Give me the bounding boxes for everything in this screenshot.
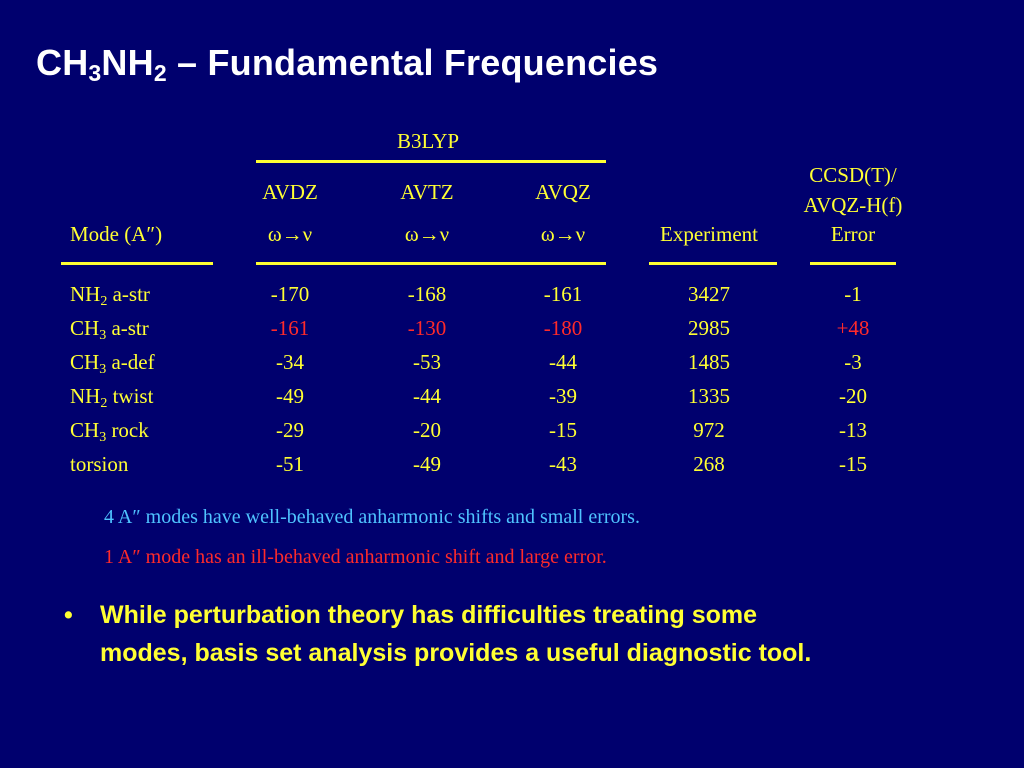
cell-error: -1 — [844, 282, 862, 306]
col-header-avdz: AVDZ — [262, 180, 318, 204]
row-mode: CH3 a-def — [70, 350, 155, 377]
omega-nu-avdz: ω→ν — [267, 222, 313, 246]
cell-avdz: -29 — [276, 418, 304, 442]
cell-avtz: -44 — [413, 384, 441, 408]
cell-avtz: -53 — [413, 350, 441, 374]
cell-avqz: -44 — [549, 350, 577, 374]
row-mode: NH2 twist — [70, 384, 154, 411]
bullet-line-2: modes, basis set analysis provides a use… — [100, 639, 812, 667]
cell-experiment: 1485 — [688, 350, 730, 374]
cell-error: -13 — [839, 418, 867, 442]
b3lyp-columns-rule — [256, 262, 606, 265]
bullet-dot-icon: • — [64, 601, 73, 629]
slide-title: CH3NH2 – Fundamental Frequencies — [36, 42, 659, 86]
cell-error-highlight: +48 — [836, 316, 870, 340]
col-header-avqz: AVQZ — [535, 180, 591, 204]
bullet-text: While perturbation theory has difficulti… — [100, 596, 811, 672]
b3lyp-group-header: B3LYP — [396, 129, 460, 153]
cell-experiment: 1335 — [688, 384, 730, 408]
note-ill-behaved: 1 A″ mode has an ill-behaved anharmonic … — [104, 546, 607, 568]
cell-experiment: 972 — [693, 418, 725, 442]
cell-avdz: -49 — [276, 384, 304, 408]
cell-avqz: -15 — [549, 418, 577, 442]
experiment-header-rule — [649, 262, 777, 265]
note-well-behaved: 4 A″ modes have well-behaved anharmonic … — [104, 506, 640, 528]
omega-nu-avtz: ω→ν — [404, 222, 450, 246]
omega-nu-avqz: ω→ν — [540, 222, 586, 246]
cell-avqz: -161 — [543, 282, 583, 306]
row-mode: CH3 rock — [70, 418, 149, 445]
cell-avdz: -170 — [270, 282, 310, 306]
cell-avtz: -20 — [413, 418, 441, 442]
col-header-avtz: AVTZ — [400, 180, 454, 204]
cell-avdz: -34 — [276, 350, 304, 374]
cell-avtz: -168 — [407, 282, 447, 306]
cell-avtz-highlight: -130 — [407, 316, 447, 340]
col-header-ccsd-line2: AVQZ-H(f) — [803, 193, 903, 217]
cell-avqz: -43 — [549, 452, 577, 476]
row-mode: CH3 a-str — [70, 316, 149, 343]
col-header-mode: Mode (A″) — [70, 222, 163, 246]
col-header-experiment: Experiment — [660, 222, 758, 246]
row-mode: NH2 a-str — [70, 282, 150, 309]
cell-avdz-highlight: -161 — [270, 316, 310, 340]
cell-error: -20 — [839, 384, 867, 408]
cell-experiment: 2985 — [688, 316, 730, 340]
cell-avqz: -39 — [549, 384, 577, 408]
cell-avtz: -49 — [413, 452, 441, 476]
cell-error: -3 — [844, 350, 862, 374]
cell-experiment: 268 — [693, 452, 725, 476]
col-header-ccsd-line3: Error — [830, 222, 876, 246]
error-header-rule — [810, 262, 896, 265]
row-mode: torsion — [70, 452, 129, 476]
cell-avdz: -51 — [276, 452, 304, 476]
cell-avqz-highlight: -180 — [543, 316, 583, 340]
conclusion-bullet: • While perturbation theory has difficul… — [64, 596, 964, 672]
cell-error: -15 — [839, 452, 867, 476]
col-header-ccsd-line1: CCSD(T)/ — [809, 163, 897, 187]
mode-header-rule — [61, 262, 213, 265]
b3lyp-header-rule — [256, 160, 606, 163]
bullet-line-1: While perturbation theory has difficulti… — [100, 601, 758, 629]
cell-experiment: 3427 — [688, 282, 730, 306]
